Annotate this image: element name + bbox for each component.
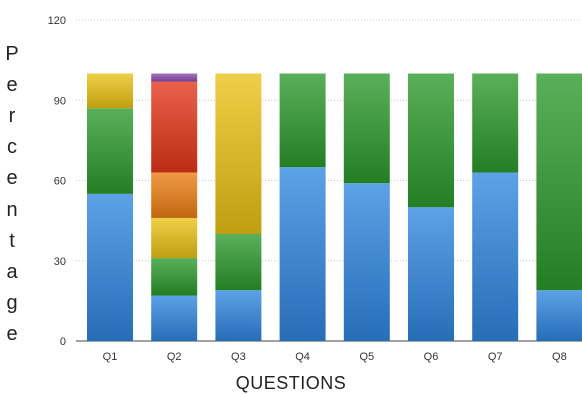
y-axis-title-letter: r (8, 105, 16, 128)
bar-segment-q2-s1 (151, 295, 198, 341)
y-tick-0: 0 (60, 336, 66, 348)
bar-segment-q4-s2 (279, 73, 326, 168)
bar-stack-q4 (279, 73, 326, 341)
bar-segment-q2-s2 (151, 258, 198, 296)
bar-stacks (87, 73, 582, 341)
x-axis-title: QUESTIONS (235, 373, 347, 393)
bar-stack-q7 (472, 73, 519, 341)
x-tick-q1: Q1 (103, 351, 118, 363)
bar-stack-q6 (408, 73, 454, 341)
y-tick-60: 60 (54, 176, 66, 188)
y-axis-title-letter: g (6, 291, 18, 314)
y-tick-30: 30 (54, 256, 66, 268)
bar-stack-q2 (151, 73, 198, 341)
bar-segment-q1-s1 (87, 193, 133, 341)
bar-segment-q3-s2 (215, 234, 262, 291)
y-axis-title-letter: t (9, 229, 15, 252)
y-axis-title-letter: c (7, 136, 17, 159)
y-axis-title-letter: P (5, 43, 19, 65)
x-tick-q7: Q7 (488, 351, 503, 363)
bar-segment-q8-s1 (536, 290, 582, 341)
bar-segment-q6-s1 (408, 207, 454, 341)
x-tick-q6: Q6 (424, 351, 439, 363)
bar-segment-q2-s4 (151, 172, 198, 218)
bar-stack-q3 (215, 73, 262, 341)
bar-segment-q8-s2 (536, 73, 582, 291)
bar-segment-q7-s1 (472, 172, 519, 341)
bar-segment-q1-s3 (87, 73, 133, 109)
x-tick-q5: Q5 (359, 351, 374, 363)
y-axis-title-letter: e (6, 74, 18, 97)
x-tick-q4: Q4 (295, 351, 310, 363)
y-axis-title-letter: a (6, 260, 18, 283)
x-tick-q3: Q3 (231, 351, 246, 363)
bar-stack-q8 (536, 73, 582, 341)
bar-stack-q5 (343, 73, 390, 341)
bar-segment-q2-s3 (151, 217, 198, 259)
bar-stack-q1 (87, 73, 133, 341)
y-axis-title-letter: n (6, 198, 18, 221)
bar-segment-q3-s3 (215, 73, 262, 234)
x-tick-labels: Q1 Q2 Q3 Q4 Q5 Q6 Q7 Q8 (103, 351, 567, 363)
x-tick-q8: Q8 (552, 351, 567, 363)
bar-segment-q5-s1 (343, 183, 390, 341)
bar-segment-q2-s6 (151, 73, 198, 82)
bar-segment-q3-s1 (215, 290, 262, 341)
bar-segment-q2-s5 (151, 81, 198, 173)
bar-segment-q4-s1 (279, 167, 326, 341)
y-tick-labels: 0 30 60 90 120 (48, 15, 66, 348)
bar-segment-q1-s2 (87, 108, 133, 194)
y-tick-90: 90 (54, 95, 66, 107)
y-tick-120: 120 (48, 15, 66, 27)
y-axis-title-letter: e (6, 323, 18, 345)
bar-segment-q6-s2 (408, 73, 454, 208)
x-tick-q2: Q2 (167, 351, 182, 363)
bar-segment-q5-s2 (343, 73, 390, 184)
bar-segment-q7-s2 (472, 73, 519, 173)
y-axis-title-letter: e (6, 167, 18, 190)
